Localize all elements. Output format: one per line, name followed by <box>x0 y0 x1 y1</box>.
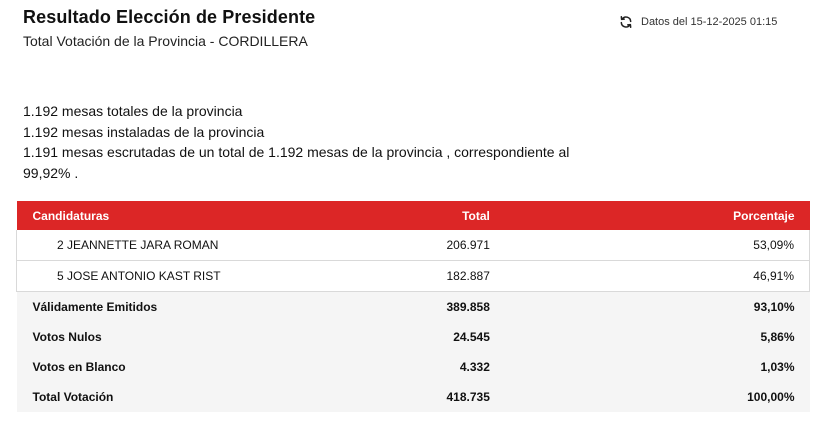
page-title: Resultado Elección de Presidente <box>23 7 316 27</box>
summary-label: Total Votación <box>16 382 328 412</box>
summary-total: 4.332 <box>327 352 679 382</box>
info-line-total: 1.192 mesas totales de la provincia <box>23 103 243 119</box>
summary-total: 24.545 <box>327 322 679 352</box>
candidate-name: 5 JOSE ANTONIO KAST RIST <box>15 260 328 292</box>
last-updated-label: Datos del 15-12-2025 01:15 <box>641 16 778 28</box>
column-header-percent: Porcentaje <box>678 201 810 230</box>
summary-row: Votos en Blanco 4.332 1,03% <box>16 352 810 382</box>
table-header-row: Candidaturas Total Porcentaje <box>16 201 810 230</box>
candidate-percent: 53,09% <box>678 230 810 261</box>
table-row: 5 JOSE ANTONIO KAST RIST 182.887 46,91% <box>15 260 810 292</box>
summary-percent: 100,00% <box>678 382 810 412</box>
summary-row: Votos Nulos 24.545 5,86% <box>16 322 810 352</box>
summary-label: Votos Nulos <box>16 322 328 352</box>
summary-percent: 93,10% <box>678 291 810 322</box>
summary-percent: 5,86% <box>678 322 810 352</box>
summary-row: Válidamente Emitidos 389.858 93,10% <box>16 291 810 322</box>
summary-label: Votos en Blanco <box>16 352 328 382</box>
summary-percent: 1,03% <box>678 352 810 382</box>
column-header-total: Total <box>327 201 679 230</box>
refresh-icon[interactable] <box>617 13 635 31</box>
table-row: 2 JEANNETTE JARA ROMAN 206.971 53,09% <box>15 230 810 261</box>
results-table: Candidaturas Total Porcentaje 2 JEANNETT… <box>15 201 810 412</box>
summary-row: Total Votación 418.735 100,00% <box>16 382 810 412</box>
candidate-name: 2 JEANNETTE JARA ROMAN <box>15 230 328 261</box>
last-updated: Datos del 15-12-2025 01:15 <box>617 13 777 31</box>
summary-total: 389.858 <box>327 291 679 322</box>
page-subtitle: Total Votación de la Provincia - CORDILL… <box>23 33 308 49</box>
polling-stations-info: 1.192 mesas totales de la provincia 1.19… <box>23 101 583 183</box>
summary-label: Válidamente Emitidos <box>16 291 328 322</box>
candidate-total: 182.887 <box>327 260 679 292</box>
info-line-counted: 1.191 mesas escrutadas de un total de 1.… <box>23 144 570 181</box>
summary-total: 418.735 <box>327 382 679 412</box>
candidate-total: 206.971 <box>327 230 679 261</box>
candidate-percent: 46,91% <box>678 260 810 292</box>
info-line-installed: 1.192 mesas instaladas de la provincia <box>23 123 265 140</box>
column-header-candidates: Candidaturas <box>16 201 328 230</box>
